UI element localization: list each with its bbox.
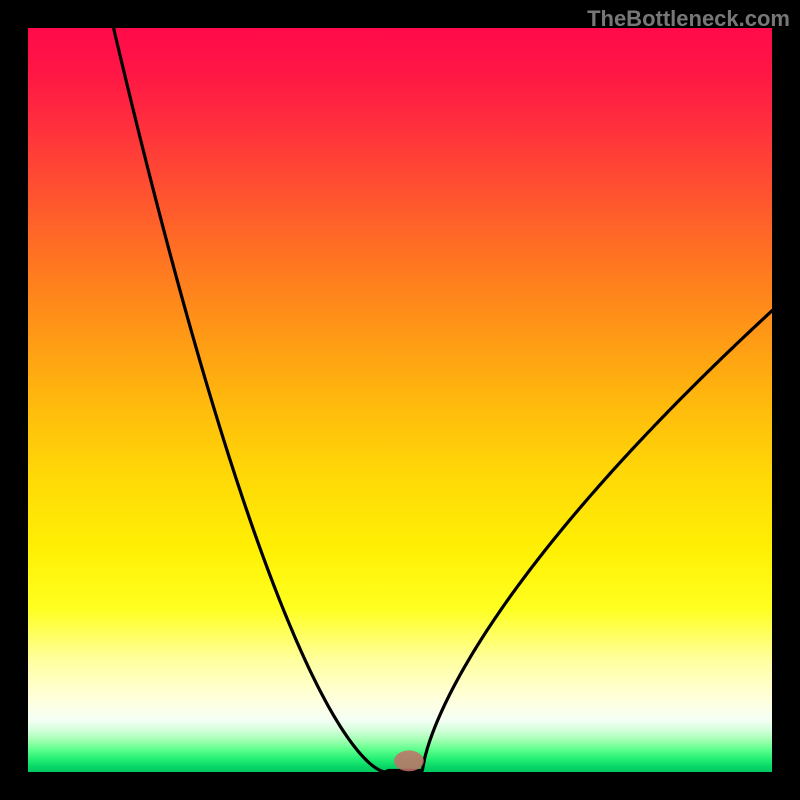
- watermark-text: TheBottleneck.com: [587, 6, 790, 32]
- optimal-marker: [394, 750, 424, 771]
- chart-svg: [0, 0, 800, 800]
